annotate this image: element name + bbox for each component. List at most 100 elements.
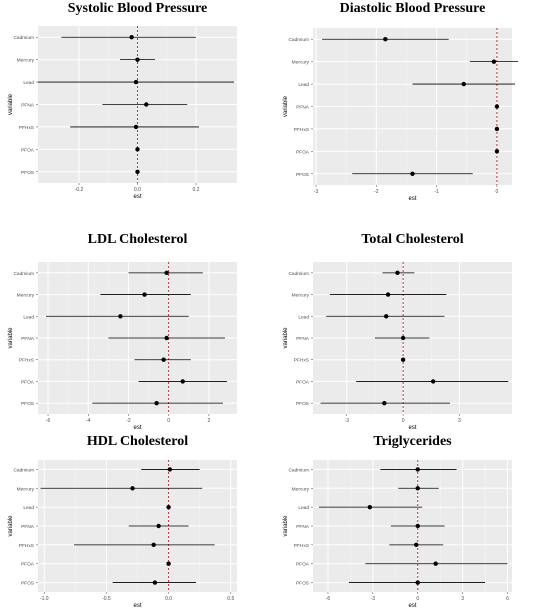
- y-tick-label: PFNA: [296, 524, 310, 530]
- x-tick-label: 3: [458, 418, 461, 424]
- y-tick-label: Mercury: [292, 293, 310, 299]
- point-estimate: [152, 580, 158, 585]
- y-tick-label: PFNA: [296, 336, 310, 342]
- x-tick-label: 2: [207, 418, 210, 424]
- point-estimate: [180, 379, 185, 384]
- y-tick-label: PFOA: [296, 149, 310, 155]
- y-tick-label: PFOS: [21, 401, 34, 407]
- point-estimate: [151, 542, 156, 548]
- x-tick-label: 0.2: [193, 187, 200, 193]
- panel-systolic-blood-pressure: Systolic Blood Pressure Cadmium Mercury Le…: [0, 0, 275, 205]
- y-tick-label: Cadmium: [288, 37, 309, 43]
- point-estimate: [161, 357, 166, 362]
- point-estimate: [385, 292, 391, 297]
- x-tick-label: 0.0: [165, 596, 172, 602]
- y-tick-label: PFOS: [21, 170, 34, 176]
- point-estimate: [461, 81, 466, 87]
- x-tick-label: 0.5: [227, 596, 234, 602]
- x-tick-label: 3: [461, 596, 464, 602]
- panel-hdl-cholesterol: HDL Cholesterol Cadmium Mercury Lead PFNA PF…: [0, 428, 275, 613]
- x-tick-label: -6: [46, 418, 51, 424]
- point-estimate: [135, 147, 140, 152]
- point-estimate: [382, 400, 387, 406]
- y-tick-label: PFHxS: [294, 358, 309, 364]
- x-tick-label: -3: [314, 189, 319, 195]
- x-tick-label: 0: [167, 418, 170, 424]
- y-tick-label: PFHxS: [19, 125, 34, 131]
- y-tick-label: Cadmium: [13, 35, 34, 41]
- x-axis-label: est: [133, 603, 141, 609]
- y-tick-label: PFNA: [21, 524, 35, 530]
- y-tick-label: Cadmium: [288, 467, 309, 473]
- point-estimate: [384, 314, 389, 319]
- chart-title: LDL Cholesterol: [87, 232, 188, 247]
- x-tick-label: -0.5: [102, 596, 111, 602]
- y-axis-label: variable: [283, 515, 289, 537]
- y-tick-label: PFHxS: [19, 543, 34, 549]
- x-tick-label: -6: [326, 596, 331, 602]
- point-estimate: [164, 270, 169, 276]
- y-axis-label: variable: [8, 515, 14, 537]
- point-estimate: [130, 486, 135, 491]
- x-axis-label: est: [133, 194, 141, 200]
- y-axis-label: variable: [283, 327, 289, 349]
- point-estimate: [133, 124, 139, 130]
- point-estimate: [118, 314, 123, 319]
- point-estimate: [395, 270, 400, 276]
- point-estimate: [367, 504, 373, 510]
- point-estimate: [383, 37, 388, 42]
- y-tick-label: Lead: [298, 82, 309, 88]
- point-estimate: [494, 104, 500, 109]
- y-tick-label: Mercury: [17, 58, 35, 64]
- forest-plot: Cadmium Mercury Lead PFNA PFHxS PFOA PFOS -6 -3 0…: [283, 460, 512, 609]
- x-axis-label: est: [133, 425, 141, 431]
- point-estimate: [415, 486, 420, 491]
- chart-title: Triglycerides: [373, 434, 452, 449]
- point-estimate: [494, 149, 500, 154]
- point-estimate: [415, 523, 420, 529]
- y-tick-label: PFOA: [21, 147, 35, 153]
- point-estimate: [164, 335, 169, 341]
- y-tick-label: Mercury: [17, 486, 35, 492]
- point-estimate: [415, 467, 420, 472]
- y-tick-label: Mercury: [17, 293, 35, 299]
- x-tick-label: 0: [416, 596, 419, 602]
- point-estimate: [144, 102, 149, 107]
- y-tick-label: Lead: [23, 505, 34, 511]
- point-estimate: [410, 171, 415, 176]
- panel-total-cholesterol: Total Cholesterol Cadmium Mercury Lead PFNA…: [275, 228, 550, 431]
- point-estimate: [129, 35, 134, 40]
- panel-diastolic-blood-pressure: Diastolic Blood Pressure Cadmium Mercury L…: [275, 0, 550, 215]
- x-tick-label: -2: [374, 189, 379, 195]
- panel-ldl-cholesterol: LDL Cholesterol Cadmium Mercury Lead PFNA PF…: [0, 228, 275, 431]
- point-estimate: [167, 467, 173, 472]
- panel-triglycerides: Triglycerides Cadmium Mercury Lead PFNA PFHx…: [275, 428, 550, 613]
- point-estimate: [430, 379, 436, 384]
- x-tick-label: -2: [126, 418, 131, 424]
- x-axis-label: est: [408, 425, 416, 431]
- point-estimate: [166, 504, 171, 510]
- x-tick-label: -4: [86, 418, 91, 424]
- y-tick-label: Lead: [298, 314, 309, 320]
- chart-title: Total Cholesterol: [361, 232, 464, 247]
- point-estimate: [133, 79, 139, 85]
- point-estimate: [135, 169, 140, 174]
- y-tick-label: PFOS: [296, 401, 309, 407]
- x-tick-label: -3: [371, 596, 376, 602]
- point-estimate: [154, 400, 159, 406]
- y-tick-label: PFOS: [296, 172, 309, 178]
- point-estimate: [494, 126, 500, 132]
- x-axis-label: est: [408, 196, 416, 202]
- y-tick-label: Lead: [23, 80, 34, 86]
- y-axis-label: variable: [8, 93, 14, 115]
- y-tick-label: PFHxS: [294, 127, 309, 133]
- y-tick-label: PFOA: [296, 562, 310, 568]
- forest-plot: Cadmium Mercury Lead PFNA PFHxS PFOA PFOS -3 -2 -…: [283, 28, 519, 202]
- x-tick-label: -3: [345, 418, 350, 424]
- y-tick-label: Mercury: [292, 60, 310, 66]
- x-tick-label: 0: [402, 418, 405, 424]
- y-tick-label: Cadmium: [13, 271, 34, 277]
- y-tick-label: PFOA: [21, 562, 35, 568]
- y-axis-label: variable: [283, 95, 289, 117]
- chart-title: Systolic Blood Pressure: [67, 1, 208, 16]
